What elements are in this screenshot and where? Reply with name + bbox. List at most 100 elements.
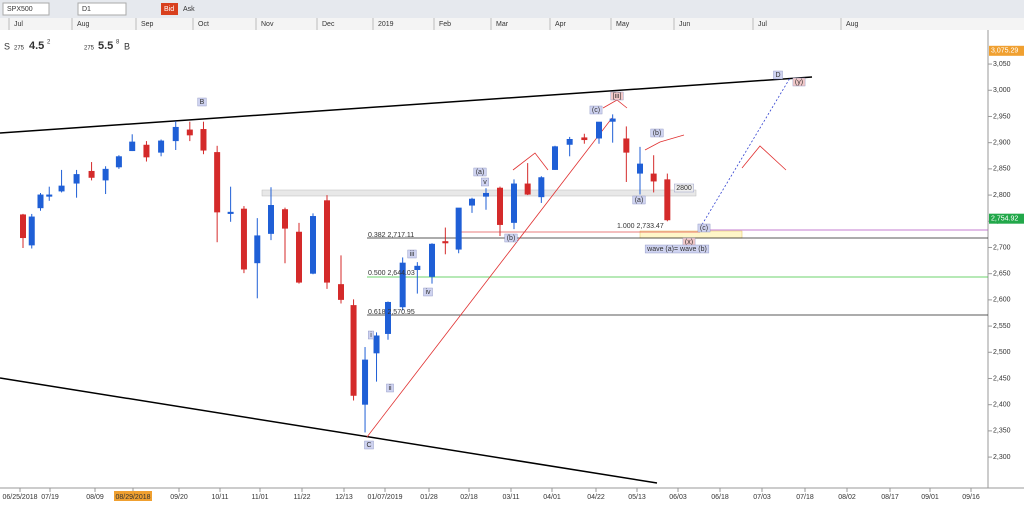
candle	[254, 218, 261, 299]
candle-body	[455, 207, 462, 250]
x-tick-label: 01/07/2019	[367, 494, 402, 501]
candle	[240, 206, 247, 274]
candle	[442, 227, 449, 255]
candle	[115, 155, 122, 169]
annotation: iv	[425, 289, 431, 296]
candle	[385, 301, 391, 340]
x-tick-label: 10/11	[212, 494, 229, 501]
y-tick-label: 2,900	[993, 140, 1011, 147]
candle-body	[362, 359, 369, 405]
annotation-box	[423, 287, 433, 297]
y-tick-label: 2,350	[993, 428, 1011, 435]
annotation: (b)	[653, 130, 662, 137]
drawings	[0, 76, 988, 484]
month-label: Jul	[14, 21, 23, 28]
timeframe-box[interactable]	[77, 2, 127, 16]
candle	[268, 187, 274, 241]
x-tick-label: 07/19	[41, 494, 59, 501]
x-tick-label: 06/25/2018	[2, 494, 37, 501]
candle	[362, 347, 369, 433]
candle-body	[350, 305, 357, 396]
candle-body	[483, 192, 489, 197]
bid: Bid	[164, 6, 174, 13]
candle-body	[385, 301, 391, 334]
y-tick-label: 3,000	[993, 87, 1011, 94]
candle-body	[609, 118, 616, 122]
annotation: 2800	[676, 185, 692, 192]
symbol: SPX500	[7, 6, 33, 13]
y-tick-label: 2,550	[993, 323, 1011, 330]
candle	[414, 262, 421, 294]
projection	[699, 77, 791, 229]
candle	[664, 173, 671, 222]
y-tick-label: 2,800	[993, 192, 1011, 199]
annotation: iii	[410, 251, 415, 258]
candle	[483, 188, 489, 210]
candle-body	[115, 156, 122, 168]
candle-body	[399, 262, 406, 308]
symbol-box[interactable]	[2, 2, 50, 16]
month-label: Dec	[322, 21, 335, 28]
annotation: 0.618 2,570.95	[368, 309, 415, 316]
candle	[28, 213, 35, 249]
price-tag-label: 3,075.29	[991, 48, 1018, 55]
candle	[88, 162, 95, 181]
annotation: 0.382 2,717.11	[368, 232, 414, 239]
x-tick-label: 05/13	[628, 494, 646, 501]
annotation-box	[481, 177, 489, 187]
candle-body	[596, 121, 602, 139]
x-tick-label: 02/18	[460, 494, 478, 501]
month-label: Jul	[758, 21, 767, 28]
toolbar	[0, 0, 1024, 18]
annotation-box	[504, 233, 518, 243]
annotation-box	[792, 77, 806, 87]
x-tick-label: 09/16	[962, 494, 980, 501]
annotation-box	[697, 223, 711, 233]
x-tick-label: 07/03	[753, 494, 771, 501]
candle-body	[538, 177, 545, 198]
candle-body	[28, 216, 35, 246]
candle	[200, 121, 207, 155]
candle-body	[282, 209, 288, 229]
annotation: (c)	[700, 225, 708, 232]
candle	[227, 186, 234, 222]
x-tick-label: 04/01	[543, 494, 561, 501]
trendline	[0, 377, 658, 484]
month-axis	[0, 18, 1024, 30]
ask[interactable]: Ask	[183, 6, 195, 13]
month-label: Mar	[496, 21, 509, 28]
sell-prefix: 275	[14, 46, 25, 52]
candle	[552, 145, 558, 170]
candle	[214, 145, 221, 243]
candle	[282, 207, 288, 264]
annotation-box	[473, 167, 487, 177]
candle-body	[158, 140, 165, 153]
candle-body	[511, 183, 517, 223]
x-tick-label: 09/20	[170, 494, 188, 501]
candle-body	[310, 216, 316, 274]
annotation-box	[610, 91, 624, 101]
x-tick-label: 06/18	[711, 494, 729, 501]
annotation: (x)	[685, 239, 693, 246]
annotation-box	[650, 128, 664, 138]
annotation-box	[386, 383, 394, 393]
month-label: May	[616, 21, 630, 28]
candle-body	[227, 211, 234, 214]
candle-body	[324, 200, 330, 283]
annotation: [iii]	[613, 93, 622, 100]
y-tick-label: 2,850	[993, 166, 1011, 173]
zigzag	[512, 152, 549, 171]
candle	[46, 186, 53, 201]
candle-body	[46, 194, 53, 197]
y-tick-label: 2,500	[993, 349, 1011, 356]
timeframe: D1	[82, 6, 91, 13]
candle	[399, 257, 406, 311]
candle-body	[524, 183, 531, 195]
bid-button[interactable]	[161, 3, 178, 15]
candle-body	[254, 235, 261, 264]
buy-pip: 8	[116, 40, 120, 46]
annotation-box	[197, 97, 207, 107]
candle	[455, 207, 462, 254]
candle-body	[623, 138, 630, 153]
candle-body	[186, 129, 193, 136]
